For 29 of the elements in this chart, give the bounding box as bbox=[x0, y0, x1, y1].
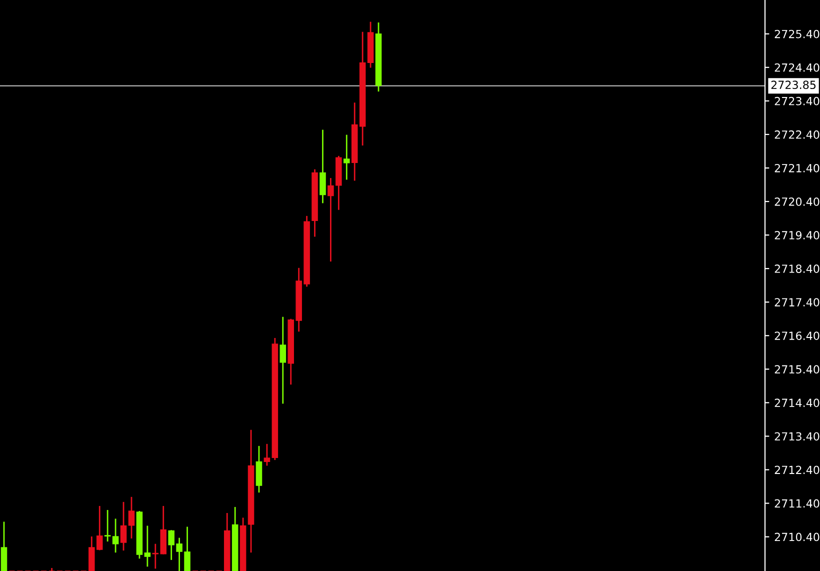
candlestick bbox=[104, 509, 111, 542]
candlestick bbox=[112, 518, 119, 554]
y-tick-label: 2714.40 bbox=[774, 398, 820, 408]
y-tick-label: 2725.40 bbox=[774, 30, 820, 38]
y-tick-label: 2720.40 bbox=[774, 197, 820, 206]
y-tick-label: 2723.40 bbox=[774, 96, 820, 106]
y-tick-label: 2716.40 bbox=[774, 332, 820, 340]
y-tick-label: 2717.40 bbox=[774, 298, 820, 306]
y-tick-label: 2715.40 bbox=[774, 365, 820, 374]
y-tick-label: 2718.40 bbox=[774, 264, 820, 273]
candlestick bbox=[48, 567, 55, 571]
y-tick-label: 2712.40 bbox=[774, 466, 820, 474]
y-tick-label: 2721.40 bbox=[774, 164, 820, 172]
candlestick bbox=[320, 129, 326, 204]
y-tick-label: 2711.40 bbox=[774, 499, 820, 508]
y-tick-label: 2722.40 bbox=[774, 130, 820, 139]
y-tick-label: 2713.40 bbox=[774, 432, 820, 441]
candlestick bbox=[256, 445, 262, 494]
candlestick bbox=[120, 501, 127, 552]
y-tick-label: 2719.40 bbox=[774, 231, 820, 240]
candlestick bbox=[128, 496, 135, 540]
candlestick bbox=[0, 521, 8, 571]
candlestick bbox=[264, 443, 270, 466]
ref-line-label: 2723.85 bbox=[771, 80, 816, 90]
candlestick bbox=[280, 316, 286, 404]
candlestick bbox=[344, 134, 350, 180]
candlestick bbox=[144, 525, 151, 568]
y-tick-label: 2710.40 bbox=[774, 532, 820, 542]
y-tick-label: 2724.40 bbox=[774, 63, 820, 72]
